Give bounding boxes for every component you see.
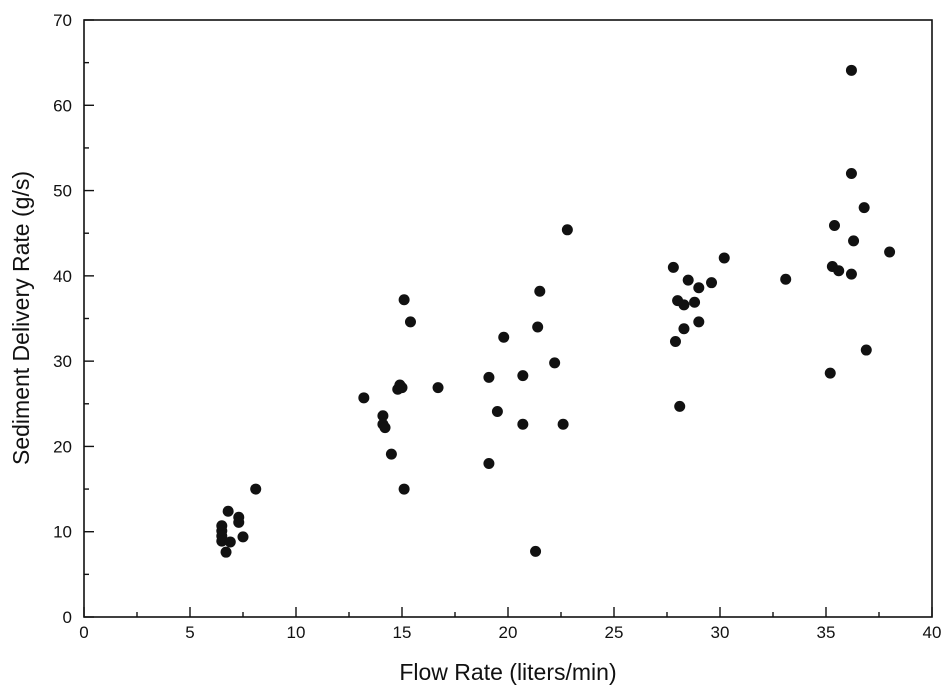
data-point bbox=[669, 336, 681, 348]
data-point bbox=[220, 546, 232, 558]
x-tick-label: 5 bbox=[185, 623, 194, 642]
data-points bbox=[216, 64, 896, 558]
data-point bbox=[224, 536, 236, 548]
data-point bbox=[222, 505, 234, 517]
data-point bbox=[824, 367, 836, 379]
tick-labels: 0 5 10 15 20 25 30 35 40 0 10 20 30 40 50 60 70 bbox=[53, 11, 941, 642]
data-point bbox=[678, 323, 690, 335]
x-tick-label: 35 bbox=[817, 623, 836, 642]
data-point bbox=[667, 261, 679, 273]
data-point bbox=[237, 531, 249, 543]
y-tick-label: 50 bbox=[53, 182, 72, 201]
data-point bbox=[233, 516, 245, 528]
data-point bbox=[404, 316, 416, 328]
data-point bbox=[845, 168, 857, 180]
data-point bbox=[483, 371, 495, 383]
y-tick-label: 30 bbox=[53, 352, 72, 371]
data-point bbox=[377, 410, 389, 422]
data-point bbox=[379, 422, 391, 434]
data-point bbox=[689, 296, 701, 308]
y-tick-label: 40 bbox=[53, 267, 72, 286]
data-point bbox=[845, 64, 857, 76]
x-axis-title: Flow Rate (liters/min) bbox=[399, 659, 616, 685]
data-point bbox=[833, 265, 845, 277]
data-point bbox=[532, 321, 544, 333]
data-point bbox=[398, 294, 410, 306]
data-point bbox=[250, 483, 262, 495]
x-tick-label: 25 bbox=[605, 623, 624, 642]
data-point bbox=[491, 405, 503, 417]
x-tick-label: 15 bbox=[393, 623, 412, 642]
x-tick-label: 0 bbox=[79, 623, 88, 642]
data-point bbox=[530, 545, 542, 557]
data-point bbox=[396, 382, 408, 394]
y-tick-label: 0 bbox=[63, 608, 72, 627]
data-point bbox=[718, 252, 730, 264]
data-point bbox=[693, 316, 705, 328]
data-point bbox=[884, 246, 896, 258]
plot-frame bbox=[83, 19, 933, 618]
data-point bbox=[682, 274, 694, 286]
data-point bbox=[517, 370, 529, 382]
x-tick-label: 20 bbox=[499, 623, 518, 642]
data-point bbox=[780, 273, 792, 285]
data-point bbox=[385, 448, 397, 460]
data-point bbox=[358, 392, 370, 404]
data-point bbox=[860, 344, 872, 356]
data-point bbox=[534, 285, 546, 297]
data-point bbox=[848, 235, 860, 247]
axis-ticks bbox=[83, 19, 933, 618]
x-tick-label: 40 bbox=[923, 623, 942, 642]
data-point bbox=[674, 400, 686, 412]
data-point bbox=[845, 268, 857, 280]
x-tick-label: 10 bbox=[287, 623, 306, 642]
data-point bbox=[706, 277, 718, 289]
data-point bbox=[678, 299, 690, 311]
data-point bbox=[858, 202, 870, 214]
y-tick-label: 20 bbox=[53, 437, 72, 456]
data-point bbox=[549, 357, 561, 369]
x-tick-label: 30 bbox=[711, 623, 730, 642]
data-point bbox=[432, 382, 444, 394]
y-tick-label: 10 bbox=[53, 523, 72, 542]
data-point bbox=[557, 418, 569, 430]
data-point bbox=[216, 535, 228, 547]
y-tick-label: 60 bbox=[53, 96, 72, 115]
y-axis-title: Sediment Delivery Rate (g/s) bbox=[8, 171, 34, 465]
data-point bbox=[498, 331, 510, 343]
y-tick-label: 70 bbox=[53, 11, 72, 30]
data-point bbox=[828, 220, 840, 232]
data-point bbox=[517, 418, 529, 430]
data-point bbox=[483, 457, 495, 469]
data-point bbox=[693, 282, 705, 294]
data-point bbox=[561, 224, 573, 236]
data-point bbox=[398, 483, 410, 495]
